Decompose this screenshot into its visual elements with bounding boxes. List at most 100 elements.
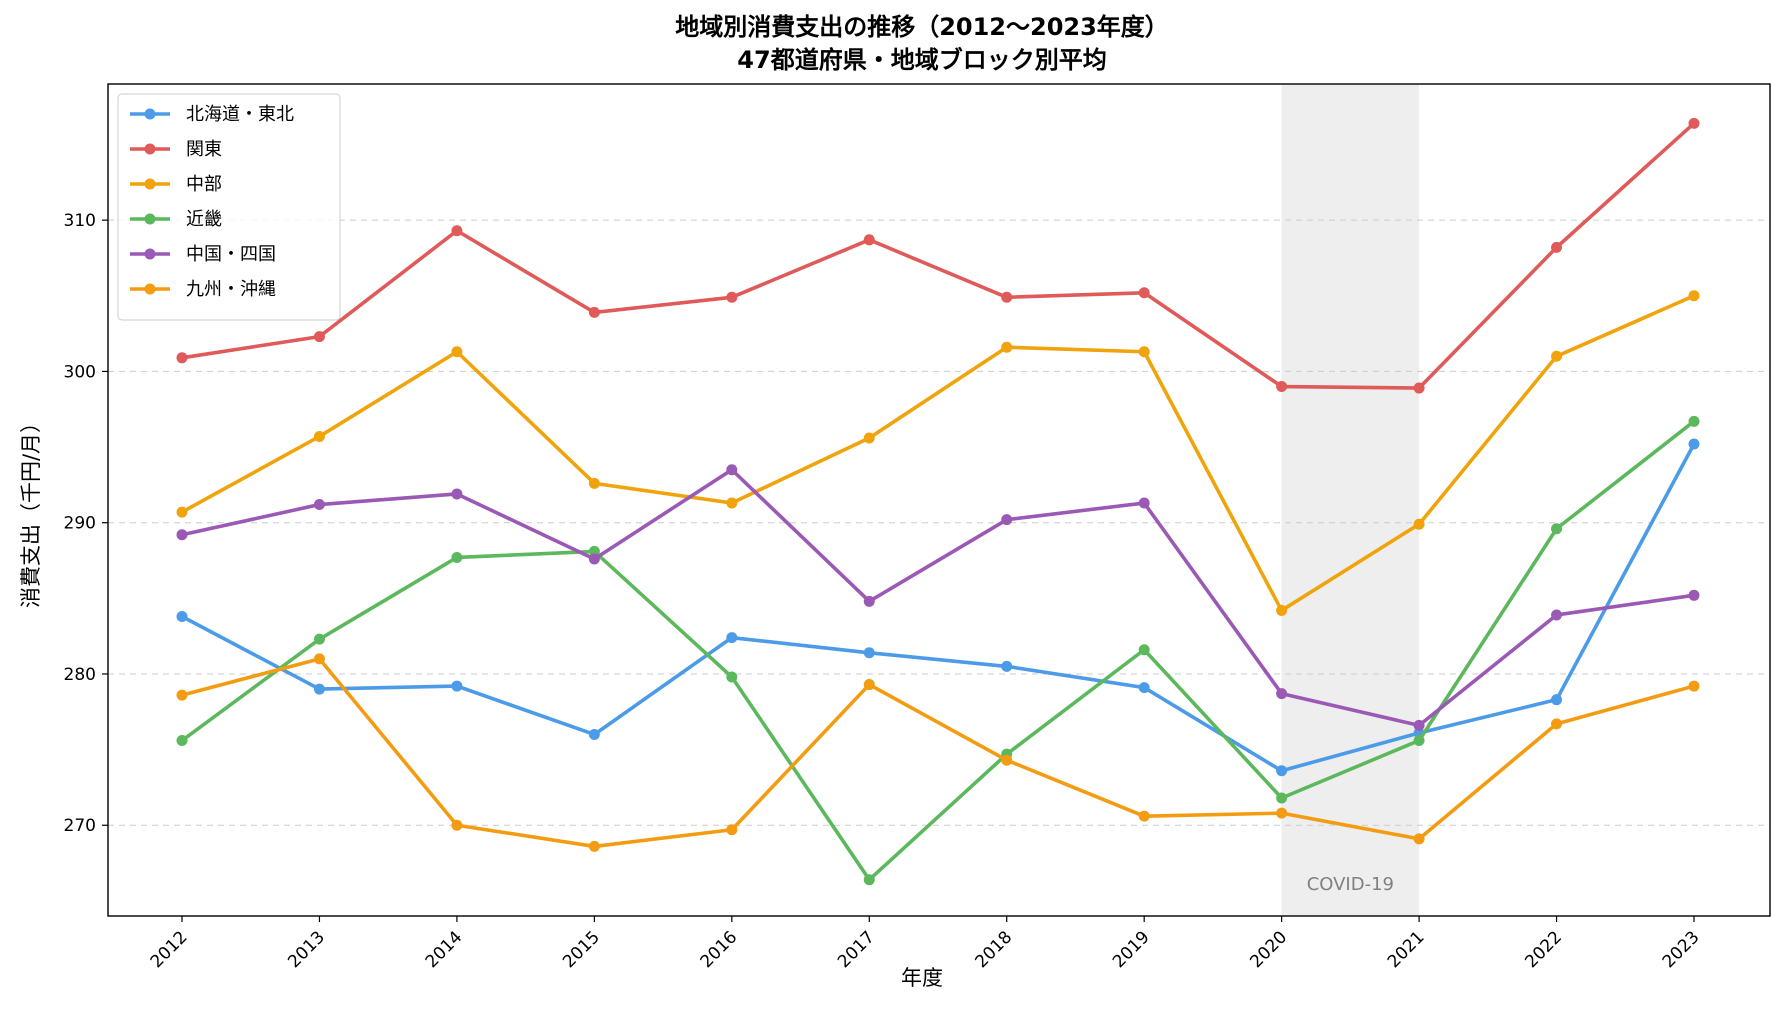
y-tick-label: 310 xyxy=(64,211,96,231)
x-tick-label: 2014 xyxy=(422,927,467,972)
data-point xyxy=(451,346,463,358)
data-point xyxy=(313,653,325,665)
chart-title: 地域別消費支出の推移（2012〜2023年度） xyxy=(675,13,1169,41)
data-point xyxy=(451,680,463,692)
x-tick-label: 2022 xyxy=(1521,927,1566,972)
series-0 xyxy=(176,438,1700,777)
data-point xyxy=(726,671,738,683)
legend-swatch-marker xyxy=(144,178,156,190)
data-point xyxy=(1001,341,1013,353)
data-point xyxy=(1276,807,1288,819)
data-point xyxy=(1138,644,1150,656)
data-point xyxy=(588,306,600,318)
data-point xyxy=(176,529,188,541)
data-point xyxy=(176,352,188,364)
data-point xyxy=(1551,350,1563,362)
data-point xyxy=(1276,604,1288,616)
data-point xyxy=(1276,765,1288,777)
data-point xyxy=(863,647,875,659)
data-point xyxy=(1276,381,1288,393)
x-tick-label: 2018 xyxy=(972,927,1017,972)
data-point xyxy=(1551,694,1563,706)
data-point xyxy=(451,551,463,563)
data-point xyxy=(1551,241,1563,253)
series-line xyxy=(181,121,1696,390)
legend-label: 近畿 xyxy=(186,209,222,230)
legend-swatch-marker xyxy=(144,248,156,260)
data-point xyxy=(451,488,463,500)
data-point xyxy=(1138,810,1150,822)
data-point xyxy=(1688,117,1700,129)
covid-label: COVID-19 xyxy=(1307,874,1394,895)
data-point xyxy=(726,824,738,836)
x-tick-label: 2019 xyxy=(1109,927,1154,972)
plot-area: 270 280 290 300 310 2012 2013 2014 2015 2016 2017 2… xyxy=(64,83,1771,972)
legend-label: 中国・四国 xyxy=(186,244,276,265)
x-tick-label: 2013 xyxy=(284,927,329,972)
y-tick-label: 270 xyxy=(64,816,96,836)
data-point xyxy=(1688,589,1700,601)
data-point xyxy=(588,553,600,565)
data-point xyxy=(1276,688,1288,700)
data-point xyxy=(1413,833,1425,845)
covid-shaded-region xyxy=(1281,84,1420,916)
data-point xyxy=(1138,287,1150,299)
data-point xyxy=(1551,718,1563,730)
data-point xyxy=(863,432,875,444)
data-point xyxy=(863,874,875,886)
data-point xyxy=(588,840,600,852)
data-point xyxy=(863,595,875,607)
data-point xyxy=(1413,382,1425,394)
series-4 xyxy=(176,464,1700,731)
data-point xyxy=(588,545,600,557)
data-point xyxy=(1413,719,1425,731)
data-point xyxy=(313,430,325,442)
series-line xyxy=(181,467,1695,728)
series-1 xyxy=(176,117,1700,394)
data-point xyxy=(1551,609,1563,621)
legend-swatch-marker xyxy=(144,283,156,295)
data-point xyxy=(1001,291,1013,303)
y-tick-label: 300 xyxy=(64,362,96,382)
data-point xyxy=(313,683,325,695)
data-point xyxy=(1688,415,1700,427)
x-tick-label: 2020 xyxy=(1246,927,1291,972)
data-point xyxy=(1001,660,1013,672)
x-axis-label: 年度 xyxy=(901,966,943,990)
series-line xyxy=(181,443,1696,773)
data-point xyxy=(313,633,325,645)
data-point xyxy=(451,225,463,237)
x-tick-label: 2023 xyxy=(1659,927,1704,972)
series-2 xyxy=(176,290,1700,616)
data-point xyxy=(863,234,875,246)
data-point xyxy=(726,291,738,303)
data-point xyxy=(1688,680,1700,692)
legend-swatch-marker xyxy=(144,143,156,155)
data-point xyxy=(863,679,875,691)
legend-label: 中部 xyxy=(186,174,222,195)
data-point xyxy=(1138,682,1150,694)
data-point xyxy=(176,689,188,701)
data-point xyxy=(1413,735,1425,747)
data-point xyxy=(1001,514,1013,526)
data-point xyxy=(451,819,463,831)
data-point xyxy=(588,477,600,489)
data-point xyxy=(313,331,325,343)
legend-box xyxy=(117,93,341,321)
legend-label: 北海道・東北 xyxy=(186,104,294,125)
data-point xyxy=(1413,518,1425,530)
data-point xyxy=(726,497,738,509)
data-point xyxy=(1138,346,1150,358)
x-tick-label: 2021 xyxy=(1384,927,1429,972)
x-tick-label: 2017 xyxy=(834,927,879,972)
series-line xyxy=(181,294,1695,613)
x-tick-label: 2016 xyxy=(697,927,742,972)
data-point xyxy=(726,464,738,476)
plot-frame xyxy=(107,83,1771,917)
y-tick-label: 290 xyxy=(64,514,96,534)
data-point xyxy=(726,632,738,644)
data-point xyxy=(176,735,188,747)
legend-swatch-marker xyxy=(144,108,156,120)
